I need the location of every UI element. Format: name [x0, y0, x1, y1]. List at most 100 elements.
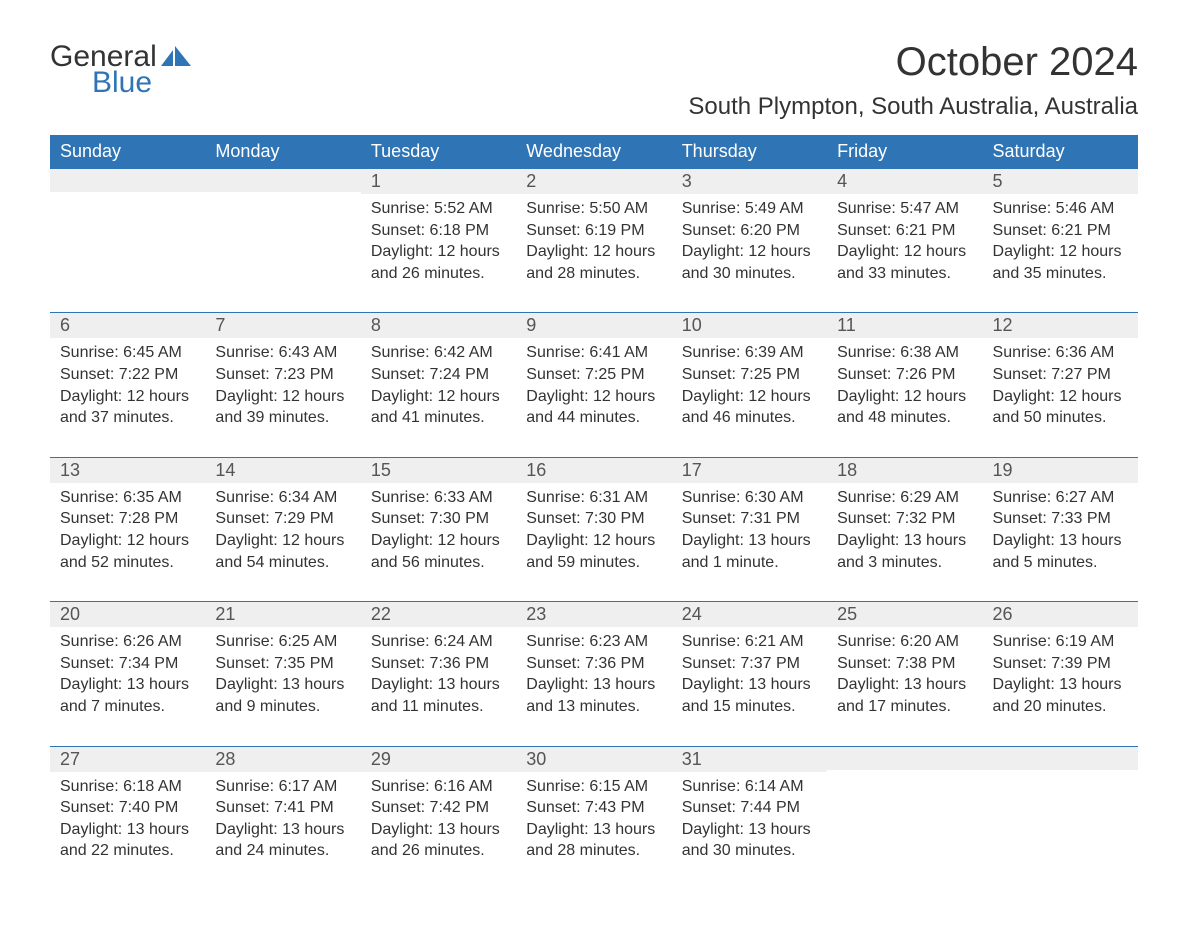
day-number-bar: 7 [205, 312, 360, 338]
daylight-line-1: Daylight: 12 hours [526, 386, 661, 408]
day-number-bar: 13 [50, 457, 205, 483]
daylight-line-2: and 30 minutes. [682, 840, 817, 862]
sunset-line: Sunset: 7:33 PM [993, 508, 1128, 530]
day-number-bar: 15 [361, 457, 516, 483]
daylight-line-1: Daylight: 12 hours [682, 386, 817, 408]
sunset-line: Sunset: 7:30 PM [371, 508, 506, 530]
sunrise-line: Sunrise: 6:19 AM [993, 631, 1128, 653]
sunset-line: Sunset: 7:31 PM [682, 508, 817, 530]
day-number-bar: 1 [361, 168, 516, 194]
sunrise-line: Sunrise: 5:46 AM [993, 198, 1128, 220]
sunset-line: Sunset: 7:32 PM [837, 508, 972, 530]
daylight-line-1: Daylight: 12 hours [215, 530, 350, 552]
sunrise-line: Sunrise: 6:26 AM [60, 631, 195, 653]
day-number-bar: 3 [672, 168, 827, 194]
calendar-day-cell: 31Sunrise: 6:14 AMSunset: 7:44 PMDayligh… [672, 746, 827, 890]
sunrise-line: Sunrise: 6:31 AM [526, 487, 661, 509]
day-number-bar: 6 [50, 312, 205, 338]
daylight-line-1: Daylight: 12 hours [526, 530, 661, 552]
day-content [983, 770, 1138, 802]
day-number-bar: 14 [205, 457, 360, 483]
month-title: October 2024 [688, 40, 1138, 85]
sunset-line: Sunset: 6:18 PM [371, 220, 506, 242]
daylight-line-2: and 35 minutes. [993, 263, 1128, 285]
sunrise-line: Sunrise: 6:43 AM [215, 342, 350, 364]
logo: General Blue [50, 40, 191, 100]
day-number-bar: 22 [361, 601, 516, 627]
daylight-line-1: Daylight: 13 hours [993, 674, 1128, 696]
calendar-header-row: SundayMondayTuesdayWednesdayThursdayFrid… [50, 135, 1138, 168]
daylight-line-2: and 15 minutes. [682, 696, 817, 718]
sunrise-line: Sunrise: 6:29 AM [837, 487, 972, 509]
calendar-week-row: 20Sunrise: 6:26 AMSunset: 7:34 PMDayligh… [50, 601, 1138, 745]
day-content: Sunrise: 6:36 AMSunset: 7:27 PMDaylight:… [983, 338, 1138, 456]
daylight-line-2: and 20 minutes. [993, 696, 1128, 718]
day-number-bar [205, 168, 360, 192]
calendar-day-cell: 30Sunrise: 6:15 AMSunset: 7:43 PMDayligh… [516, 746, 671, 890]
day-content: Sunrise: 6:42 AMSunset: 7:24 PMDaylight:… [361, 338, 516, 456]
sunrise-line: Sunrise: 6:17 AM [215, 776, 350, 798]
calendar-day-cell: 2Sunrise: 5:50 AMSunset: 6:19 PMDaylight… [516, 168, 671, 312]
daylight-line-1: Daylight: 12 hours [993, 241, 1128, 263]
day-number-bar: 9 [516, 312, 671, 338]
calendar-day-cell: 19Sunrise: 6:27 AMSunset: 7:33 PMDayligh… [983, 457, 1138, 601]
sunrise-line: Sunrise: 6:27 AM [993, 487, 1128, 509]
daylight-line-1: Daylight: 13 hours [682, 674, 817, 696]
calendar-week-row: 1Sunrise: 5:52 AMSunset: 6:18 PMDaylight… [50, 168, 1138, 312]
daylight-line-1: Daylight: 12 hours [993, 386, 1128, 408]
daylight-line-1: Daylight: 13 hours [60, 674, 195, 696]
calendar-table: SundayMondayTuesdayWednesdayThursdayFrid… [50, 135, 1138, 890]
sunset-line: Sunset: 7:42 PM [371, 797, 506, 819]
sunset-line: Sunset: 6:21 PM [993, 220, 1128, 242]
day-content: Sunrise: 6:21 AMSunset: 7:37 PMDaylight:… [672, 627, 827, 745]
day-number-bar: 23 [516, 601, 671, 627]
calendar-day-cell: 12Sunrise: 6:36 AMSunset: 7:27 PMDayligh… [983, 312, 1138, 456]
sunset-line: Sunset: 7:34 PM [60, 653, 195, 675]
sunrise-line: Sunrise: 6:25 AM [215, 631, 350, 653]
weekday-header: Wednesday [516, 135, 671, 168]
sunset-line: Sunset: 7:25 PM [682, 364, 817, 386]
day-number-bar: 30 [516, 746, 671, 772]
daylight-line-2: and 48 minutes. [837, 407, 972, 429]
daylight-line-1: Daylight: 12 hours [526, 241, 661, 263]
day-content: Sunrise: 5:52 AMSunset: 6:18 PMDaylight:… [361, 194, 516, 312]
sunset-line: Sunset: 7:40 PM [60, 797, 195, 819]
calendar-week-row: 27Sunrise: 6:18 AMSunset: 7:40 PMDayligh… [50, 746, 1138, 890]
day-content: Sunrise: 5:47 AMSunset: 6:21 PMDaylight:… [827, 194, 982, 312]
daylight-line-2: and 26 minutes. [371, 263, 506, 285]
daylight-line-2: and 17 minutes. [837, 696, 972, 718]
sunset-line: Sunset: 7:30 PM [526, 508, 661, 530]
daylight-line-1: Daylight: 12 hours [215, 386, 350, 408]
calendar-day-cell: 3Sunrise: 5:49 AMSunset: 6:20 PMDaylight… [672, 168, 827, 312]
sunrise-line: Sunrise: 6:42 AM [371, 342, 506, 364]
day-number-bar: 26 [983, 601, 1138, 627]
day-content: Sunrise: 6:14 AMSunset: 7:44 PMDaylight:… [672, 772, 827, 890]
day-number-bar: 20 [50, 601, 205, 627]
day-content: Sunrise: 6:20 AMSunset: 7:38 PMDaylight:… [827, 627, 982, 745]
daylight-line-1: Daylight: 13 hours [526, 819, 661, 841]
day-number-bar: 25 [827, 601, 982, 627]
day-number-bar: 27 [50, 746, 205, 772]
daylight-line-2: and 28 minutes. [526, 840, 661, 862]
calendar-week-row: 6Sunrise: 6:45 AMSunset: 7:22 PMDaylight… [50, 312, 1138, 456]
sunset-line: Sunset: 6:20 PM [682, 220, 817, 242]
sunset-line: Sunset: 7:29 PM [215, 508, 350, 530]
daylight-line-1: Daylight: 13 hours [682, 819, 817, 841]
sunrise-line: Sunrise: 5:52 AM [371, 198, 506, 220]
weekday-header: Thursday [672, 135, 827, 168]
weekday-header: Saturday [983, 135, 1138, 168]
daylight-line-2: and 28 minutes. [526, 263, 661, 285]
sunrise-line: Sunrise: 5:49 AM [682, 198, 817, 220]
sunset-line: Sunset: 7:23 PM [215, 364, 350, 386]
sunrise-line: Sunrise: 6:15 AM [526, 776, 661, 798]
calendar-week-row: 13Sunrise: 6:35 AMSunset: 7:28 PMDayligh… [50, 457, 1138, 601]
day-content: Sunrise: 6:27 AMSunset: 7:33 PMDaylight:… [983, 483, 1138, 601]
day-content [205, 192, 360, 224]
daylight-line-2: and 1 minute. [682, 552, 817, 574]
calendar-day-cell: 24Sunrise: 6:21 AMSunset: 7:37 PMDayligh… [672, 601, 827, 745]
day-number-bar [983, 746, 1138, 770]
calendar-day-cell [827, 746, 982, 890]
daylight-line-1: Daylight: 13 hours [837, 674, 972, 696]
daylight-line-1: Daylight: 13 hours [837, 530, 972, 552]
daylight-line-2: and 39 minutes. [215, 407, 350, 429]
